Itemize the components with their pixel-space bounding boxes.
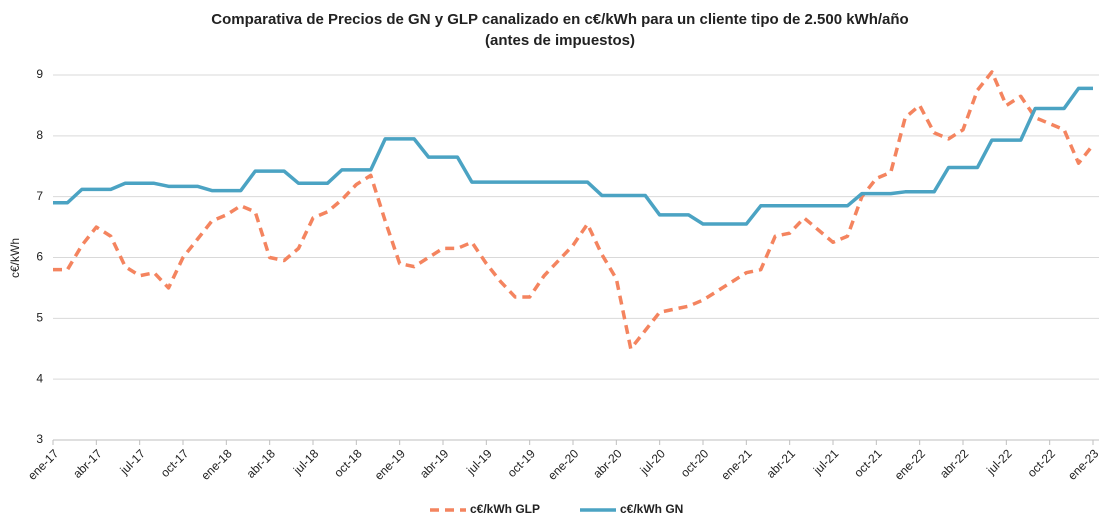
legend-label: c€/kWh GN xyxy=(620,502,683,516)
series-line xyxy=(53,86,1093,226)
x-tick-label: ene-21 xyxy=(718,446,755,483)
x-tick-label: jul-22 xyxy=(983,446,1015,478)
y-tick-label: 5 xyxy=(36,311,43,325)
x-tick-label: jul-19 xyxy=(463,446,495,478)
x-tick-label: abr-21 xyxy=(764,446,799,481)
y-tick-label: 9 xyxy=(36,67,43,81)
series-line xyxy=(53,70,1095,351)
x-tick-label: abr-18 xyxy=(244,446,279,481)
y-tick-label: 7 xyxy=(36,189,43,203)
x-tick-label: oct-20 xyxy=(678,446,712,480)
x-tick-label: abr-22 xyxy=(937,446,972,481)
x-tick-label: ene-23 xyxy=(1065,446,1099,483)
x-tick-label: ene-22 xyxy=(892,446,929,483)
y-axis-label: c€/kWh xyxy=(8,238,22,278)
x-tick-label: jul-17 xyxy=(117,446,149,478)
x-tick-label: jul-21 xyxy=(810,446,842,478)
x-tick-label: oct-21 xyxy=(851,446,885,480)
x-tick-label: oct-22 xyxy=(1025,446,1059,480)
x-tick-label: ene-19 xyxy=(372,446,409,483)
x-tick-label: abr-17 xyxy=(70,446,105,481)
y-tick-label: 8 xyxy=(36,128,43,142)
y-tick-label: 6 xyxy=(36,250,43,264)
chart-title: Comparativa de Precios de GN y GLP canal… xyxy=(211,11,908,28)
y-tick-label: 4 xyxy=(36,371,43,385)
chart-subtitle: (antes de impuestos) xyxy=(485,32,635,49)
x-tick-label: jul-18 xyxy=(290,446,322,478)
x-tick-label: oct-19 xyxy=(505,446,539,480)
x-tick-label: ene-18 xyxy=(198,446,235,483)
x-tick-label: ene-17 xyxy=(25,446,62,483)
y-tick-label: 3 xyxy=(36,432,43,446)
x-tick-label: jul-20 xyxy=(637,446,669,478)
x-tick-label: abr-19 xyxy=(417,446,452,481)
x-tick-label: oct-17 xyxy=(158,446,192,480)
x-tick-label: ene-20 xyxy=(545,446,582,483)
x-tick-label: oct-18 xyxy=(331,446,365,480)
legend-label: c€/kWh GLP xyxy=(470,502,540,516)
x-tick-label: abr-20 xyxy=(590,446,625,481)
